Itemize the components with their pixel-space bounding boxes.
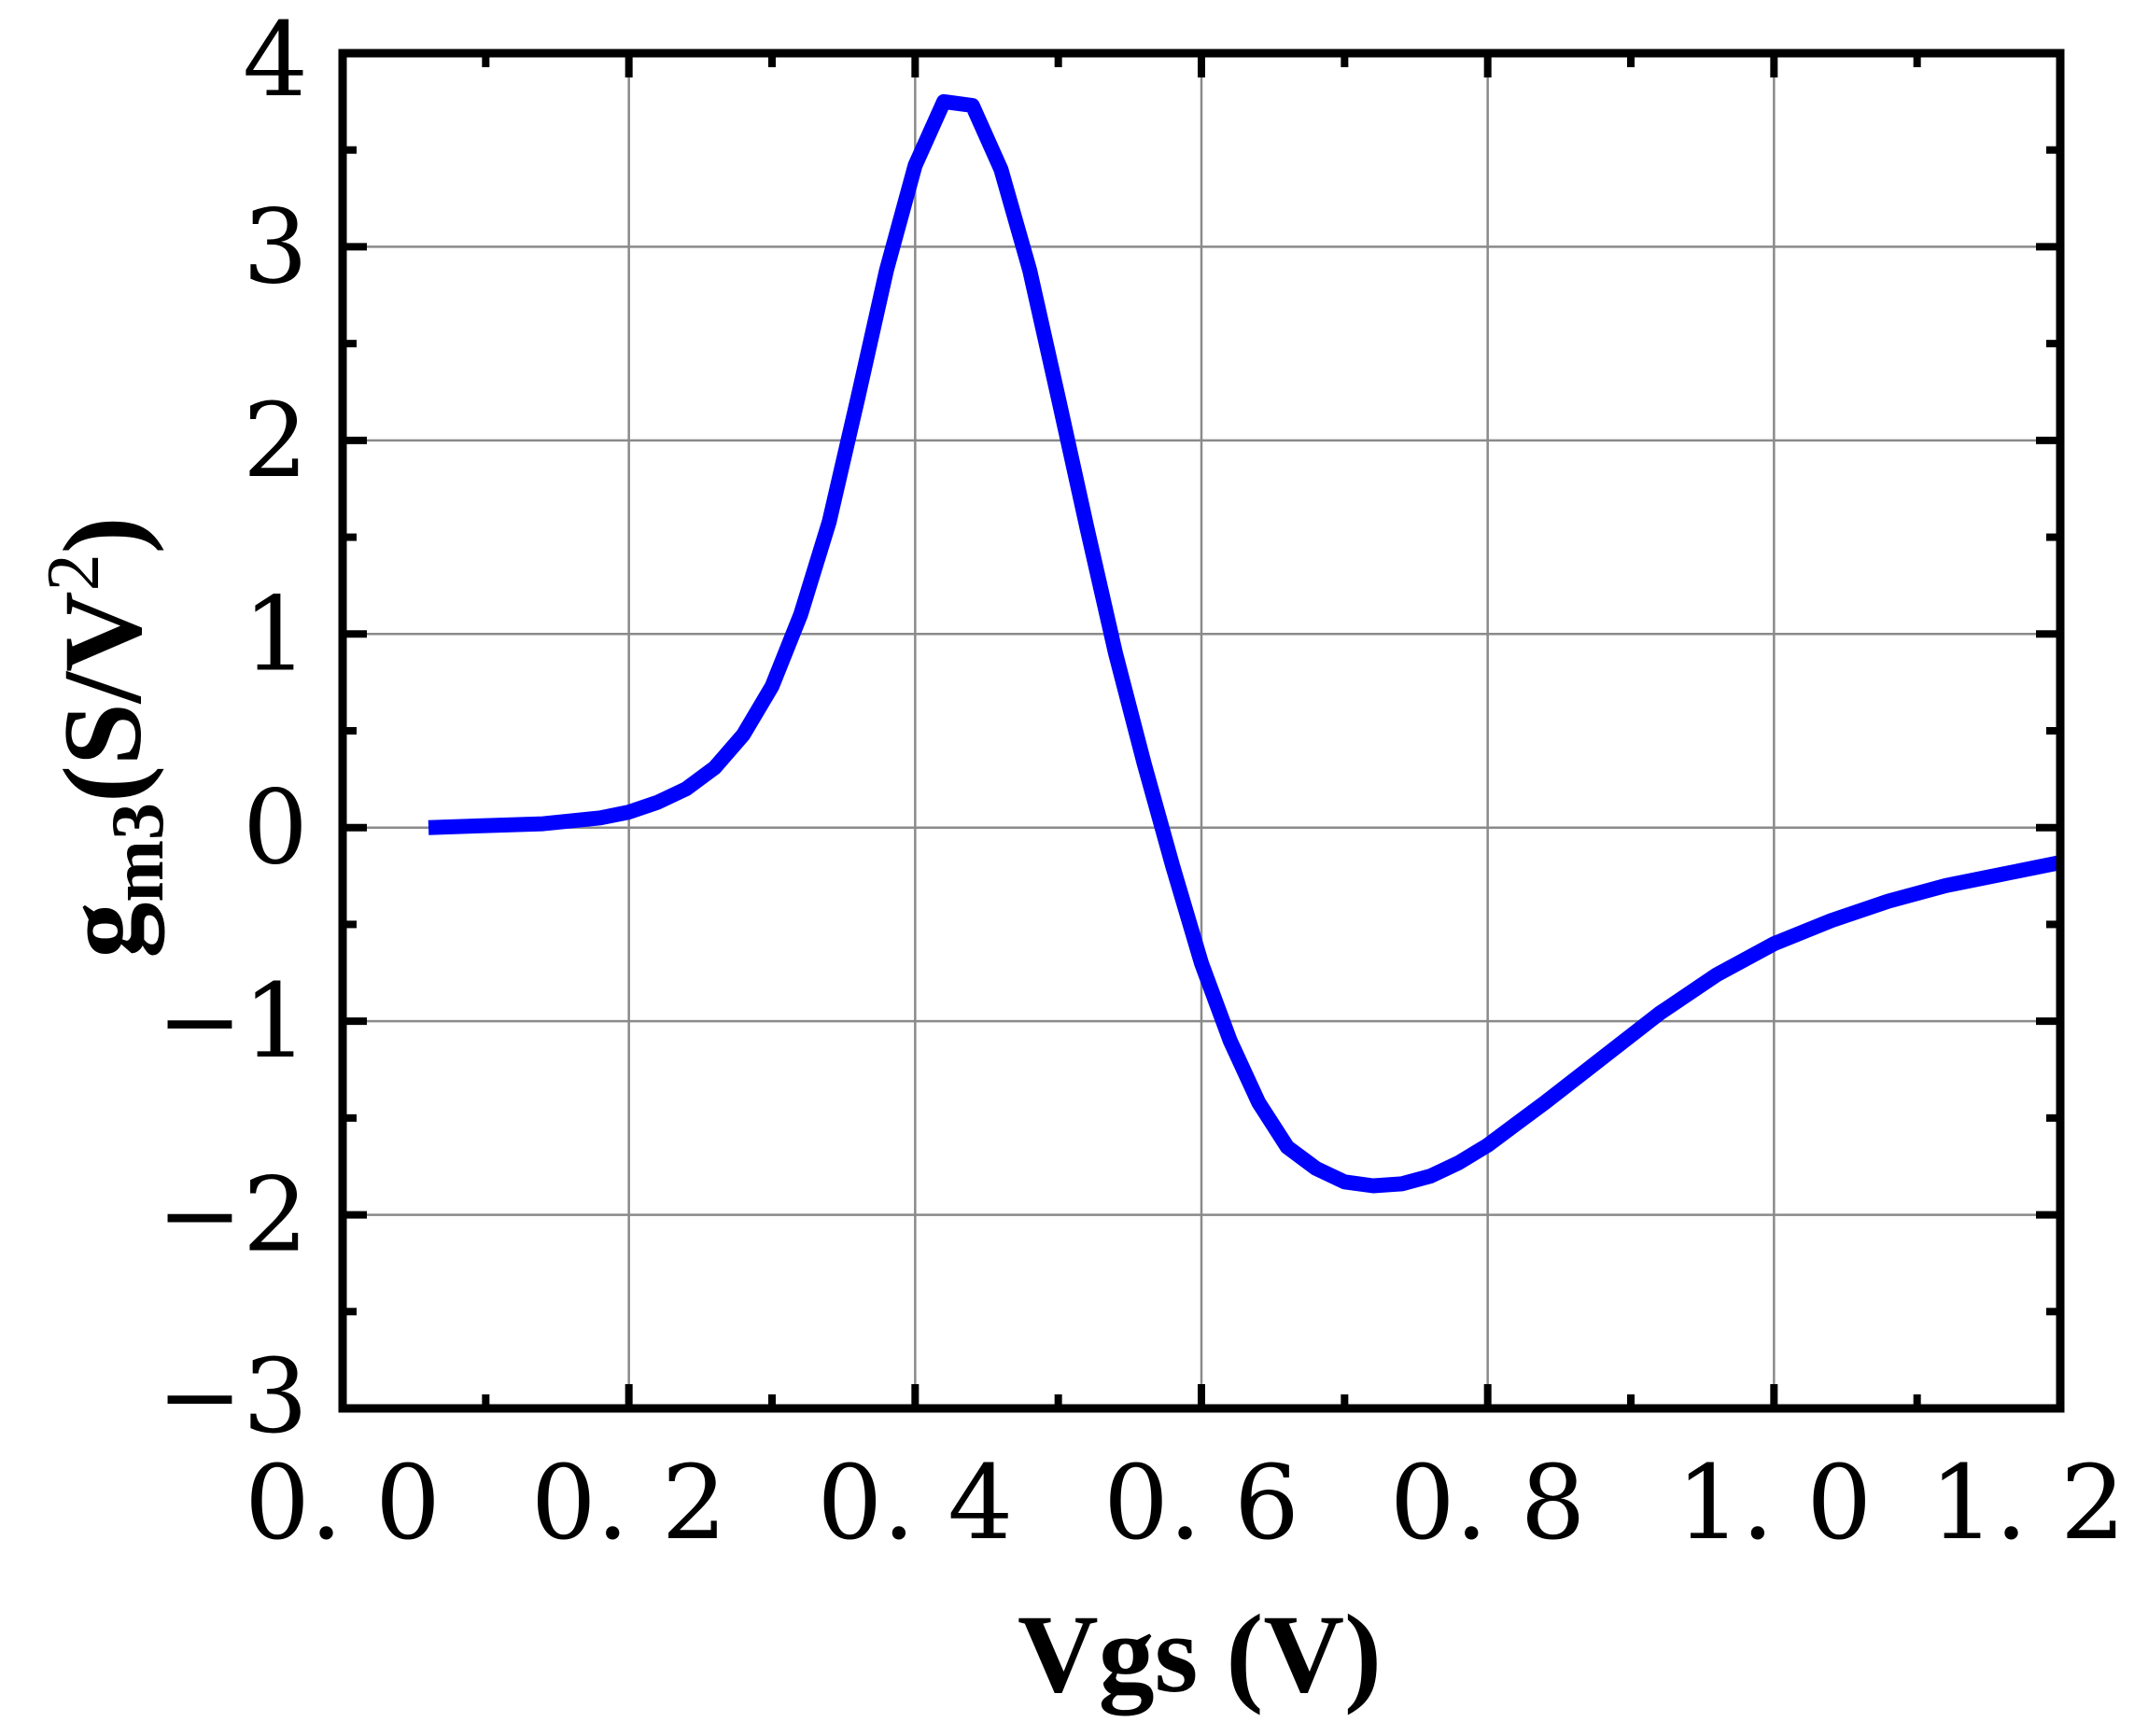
y-axis-title: gm3(S/V2) xyxy=(33,516,179,958)
x-tick-label: 1. 2 xyxy=(1930,1443,2126,1562)
y-axis-title-unit-open: (S/V xyxy=(40,591,164,803)
series-layer xyxy=(428,93,2062,1194)
y-tick-label: −3 xyxy=(157,1337,308,1456)
x-tick-labels: 0. 0 0. 2 0. 4 0. 6 0. 8 1. 0 1. 2 xyxy=(245,1443,2126,1562)
y-tick-label: 3 xyxy=(243,187,308,306)
y-axis-title-unit-close: ) xyxy=(40,516,164,553)
y-axis-title-subscript: m3 xyxy=(97,803,179,903)
x-tick-label: 0. 4 xyxy=(817,1443,1013,1562)
x-tick-label: 1. 0 xyxy=(1676,1443,1872,1562)
x-tick-label: 0. 0 xyxy=(245,1443,441,1562)
y-axis-title-base: g xyxy=(40,903,165,959)
axis-ticks xyxy=(339,49,2064,1412)
y-tick-label: −1 xyxy=(157,961,308,1081)
gm3-curve xyxy=(428,93,2062,1194)
x-axis-title: Vgs (V) xyxy=(1018,1591,1382,1716)
x-tick-label: 0. 8 xyxy=(1390,1443,1586,1562)
x-tick-label: 0. 6 xyxy=(1103,1443,1299,1562)
y-tick-label: 1 xyxy=(243,574,308,693)
grid-lines xyxy=(343,53,2060,1408)
x-tick-label: 0. 2 xyxy=(531,1443,727,1562)
y-tick-label: 0 xyxy=(243,768,308,888)
y-tick-label: −2 xyxy=(157,1155,308,1275)
y-tick-labels: −3 −2 −1 0 1 2 3 4 xyxy=(157,0,308,1456)
y-tick-label: 2 xyxy=(243,381,308,500)
y-tick-label: 4 xyxy=(243,0,308,119)
y-axis-title-superscript: 2 xyxy=(33,553,115,591)
